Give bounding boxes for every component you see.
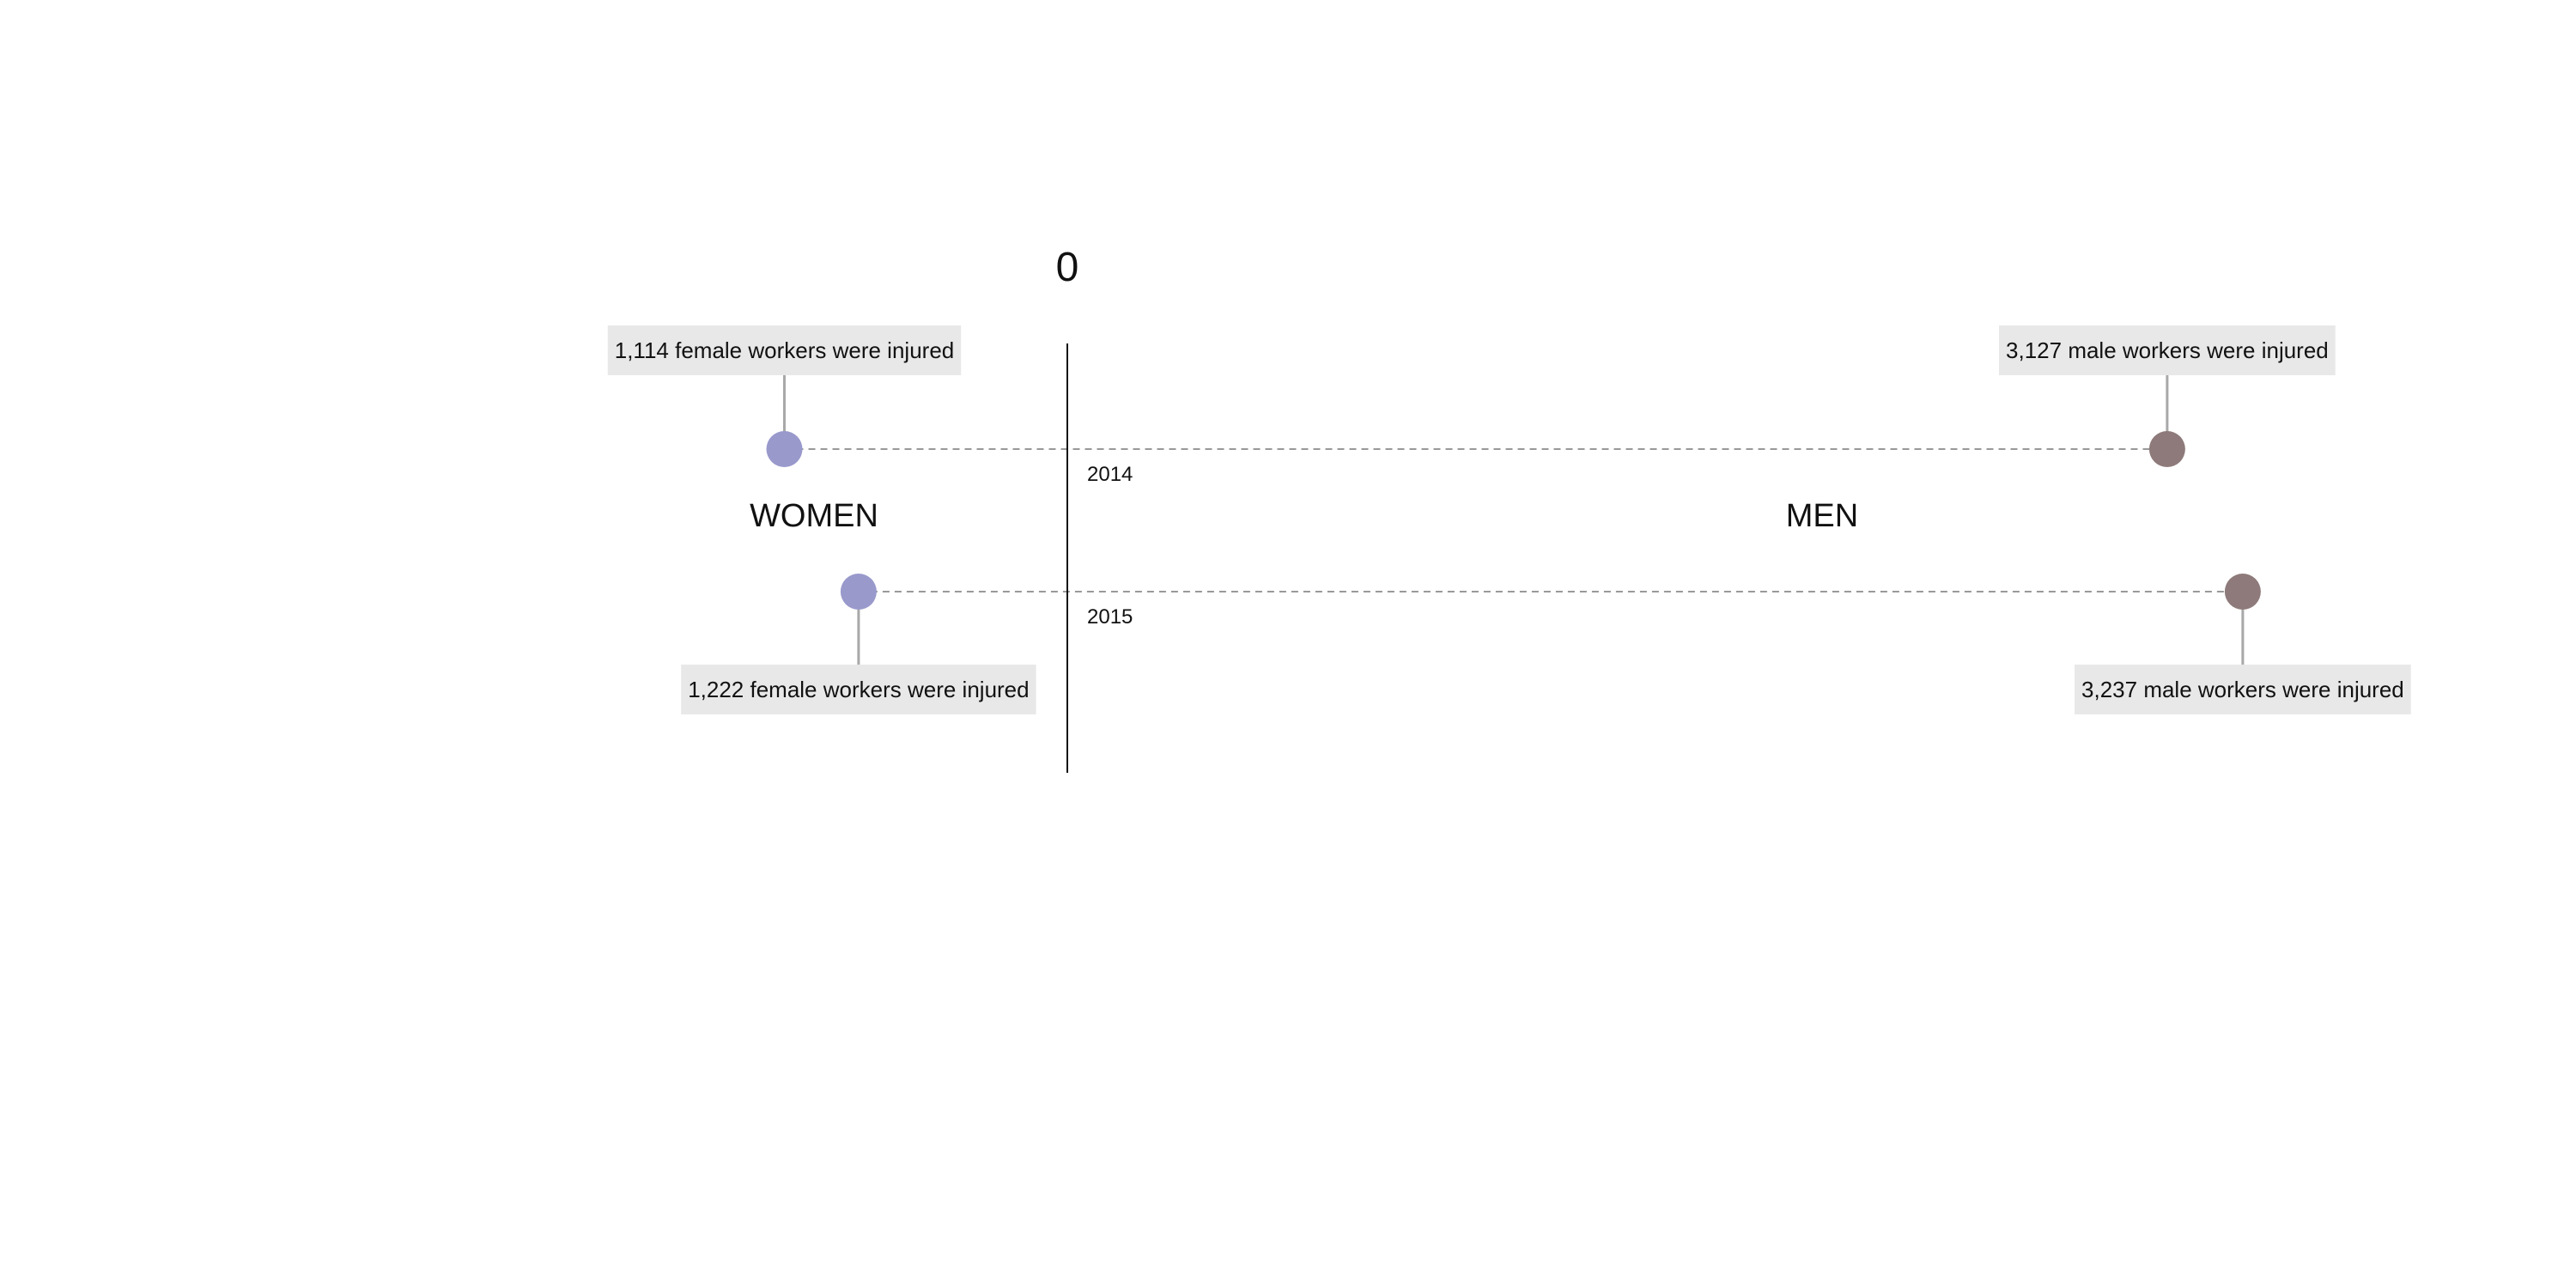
- women-annotation-text-2015: 1,222 female workers were injured: [688, 677, 1029, 702]
- men-point-2015: [2224, 574, 2261, 610]
- women-group-label: WOMEN: [750, 498, 878, 534]
- women-annotation-box-2015: [681, 665, 1036, 714]
- women-annotation-2015: 1,222 female workers were injured: [681, 665, 1036, 714]
- men-group-label: MEN: [1786, 498, 1858, 534]
- women-point-2014: [766, 431, 803, 467]
- men-annotation-2014: 3,127 male workers were injured: [1999, 325, 2336, 375]
- men-annotation-box-2014: [1999, 325, 2336, 375]
- women-annotation-box-2014: [607, 325, 962, 375]
- year-label-2015: 2015: [1087, 605, 1133, 629]
- men-annotation-2015: 3,237 male workers were injured: [2075, 665, 2411, 714]
- zero-axis-label: 0: [1056, 245, 1079, 290]
- year-label-2014: 2014: [1087, 463, 1133, 486]
- men-annotation-box-2015: [2075, 665, 2411, 714]
- men-annotation-text-2015: 3,237 male workers were injured: [2081, 677, 2404, 702]
- marks-layer: 2014 1,114 female workers were injured 3,1…: [607, 325, 2411, 714]
- women-annotation-2014: 1,114 female workers were injured: [607, 325, 962, 375]
- men-annotation-text-2014: 3,127 male workers were injured: [2006, 337, 2329, 363]
- women-point-2015: [840, 574, 877, 610]
- men-point-2014: [2148, 431, 2185, 467]
- connectors-layer: [784, 448, 2243, 592]
- women-annotation-text-2014: 1,114 female workers were injured: [615, 337, 954, 363]
